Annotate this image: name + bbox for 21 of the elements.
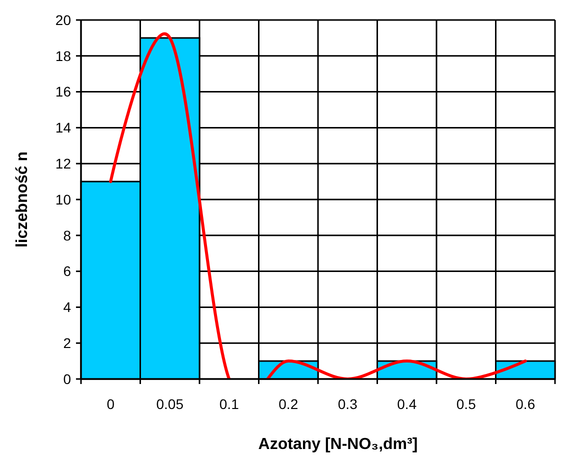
y-tick-label: 20 (55, 12, 72, 28)
x-tick-label: 0 (106, 396, 115, 412)
y-tick-label: 16 (55, 84, 72, 100)
x-axis-title: Azotany [N-NO₃,dm³] (258, 436, 418, 453)
x-tick-label: 0.5 (456, 396, 476, 412)
y-tick-label: 0 (63, 370, 72, 387)
x-tick-label: 0.3 (338, 396, 358, 412)
x-tick-label: 0.4 (397, 396, 417, 412)
y-tick-label: 6 (63, 263, 72, 280)
y-tick-label: 10 (55, 191, 72, 208)
y-tick-label: 4 (63, 299, 72, 316)
y-tick-label: 12 (55, 156, 72, 172)
y-tick-label: 2 (63, 335, 72, 351)
y-axis-title: liczebność n (14, 151, 31, 248)
x-tick-label: 0.2 (278, 396, 298, 412)
y-tick-label: 8 (63, 227, 72, 244)
y-tick-label: 18 (55, 48, 72, 64)
x-tick-label: 0.05 (156, 396, 184, 412)
x-tick-label: 0.6 (516, 396, 536, 412)
y-tick-label: 14 (55, 120, 72, 136)
x-tick-label: 0.1 (219, 396, 240, 412)
